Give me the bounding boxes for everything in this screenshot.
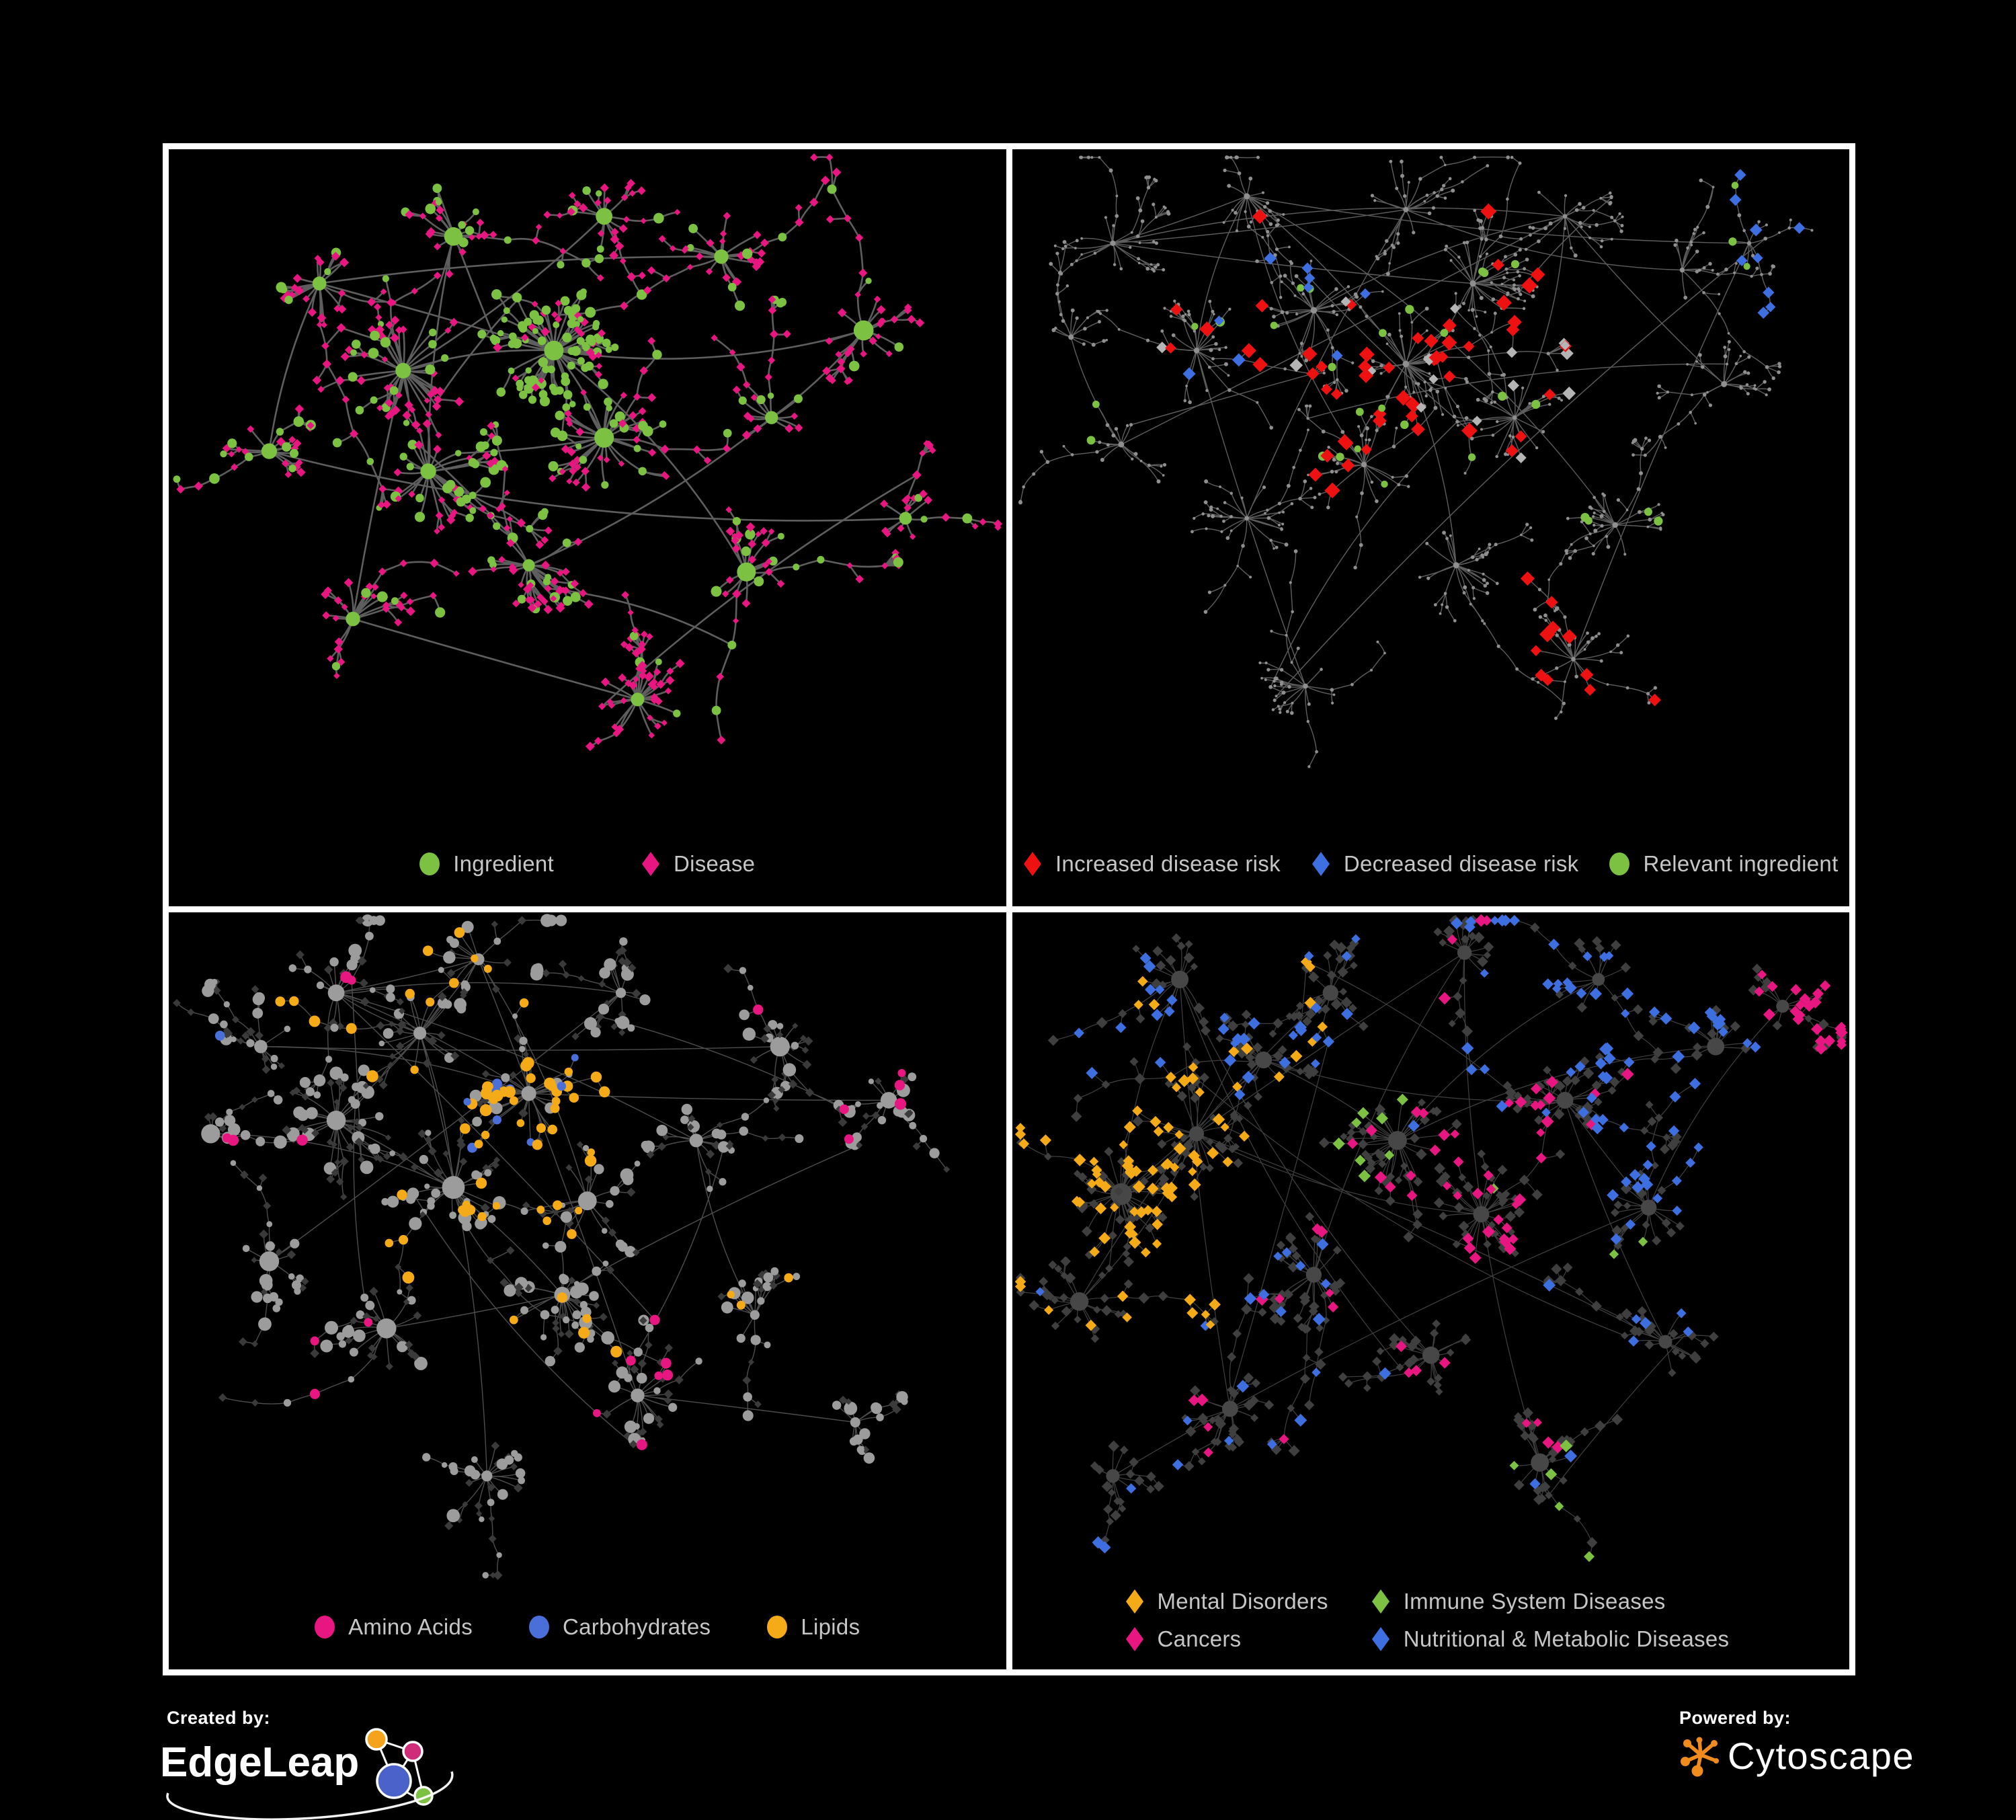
legend-item: Nutritional & Metabolic Diseases bbox=[1371, 1626, 1730, 1652]
edgeleap-logo-icon bbox=[365, 1728, 434, 1806]
legend-label: Lipids bbox=[801, 1614, 860, 1639]
circle-marker-icon bbox=[1609, 853, 1630, 875]
legend-item: Disease bbox=[641, 851, 755, 877]
circle-marker-icon bbox=[315, 1616, 335, 1638]
diamond-marker-icon bbox=[1125, 1626, 1144, 1652]
cytoscape-logo-icon bbox=[1681, 1737, 1719, 1776]
legend-disease-classes: Mental Disorders Immune System Diseases Ca… bbox=[1125, 1589, 1730, 1652]
edgeleap-credit: Created by: EdgeLeap bbox=[160, 1708, 510, 1820]
legend-label: Immune System Diseases bbox=[1403, 1589, 1666, 1614]
panel-ingredient-disease: Ingredient Disease bbox=[169, 149, 1006, 906]
legend-disease-risk: Increased disease risk Decreased disease … bbox=[1012, 851, 1850, 877]
legend-item: Immune System Diseases bbox=[1371, 1589, 1730, 1614]
legend-item: Increased disease risk bbox=[1023, 851, 1281, 877]
legend-label: Nutritional & Metabolic Diseases bbox=[1403, 1626, 1730, 1651]
legend-label: Ingredient bbox=[453, 851, 554, 876]
legend-ingredient-classes: Amino Acids Carbohydrates Lipids bbox=[169, 1614, 1006, 1640]
legend-label: Decreased disease risk bbox=[1343, 851, 1579, 876]
diamond-marker-icon bbox=[1312, 851, 1330, 877]
legend-item: Carbohydrates bbox=[529, 1614, 711, 1640]
legend-item: Mental Disorders bbox=[1125, 1589, 1328, 1614]
legend-label: Cancers bbox=[1157, 1626, 1242, 1651]
legend-item: Decreased disease risk bbox=[1312, 851, 1579, 877]
network-ingredient-disease bbox=[173, 153, 1003, 752]
diamond-marker-icon bbox=[1023, 851, 1042, 877]
legend-ingredient-disease: Ingredient Disease bbox=[169, 851, 1006, 877]
legend-item: Lipids bbox=[767, 1614, 860, 1640]
diamond-marker-icon bbox=[1371, 1626, 1390, 1652]
diamond-marker-icon bbox=[641, 851, 660, 877]
panel-disease-classes: Mental Disorders Immune System Diseases Ca… bbox=[1012, 912, 1849, 1669]
legend-label: Amino Acids bbox=[348, 1614, 473, 1639]
legend-label: Carbohydrates bbox=[563, 1614, 711, 1639]
powered-by-label: Powered by: bbox=[1679, 1708, 1791, 1728]
circle-marker-icon bbox=[419, 853, 440, 875]
edgeleap-wordmark: EdgeLeap bbox=[160, 1739, 360, 1786]
legend-label: Increased disease risk bbox=[1055, 851, 1281, 876]
circle-marker-icon bbox=[529, 1616, 549, 1638]
created-by-label: Created by: bbox=[167, 1708, 271, 1728]
diamond-marker-icon bbox=[1125, 1589, 1144, 1614]
legend-label: Mental Disorders bbox=[1157, 1589, 1328, 1614]
legend-label: Relevant ingredient bbox=[1643, 851, 1839, 876]
panel-grid: Ingredient Disease Increased disease risk… bbox=[163, 143, 1855, 1675]
network-disease-risk bbox=[1018, 155, 1813, 768]
legend-item: Ingredient bbox=[419, 851, 554, 877]
legend-item: Cancers bbox=[1125, 1626, 1328, 1652]
legend-item: Relevant ingredient bbox=[1609, 851, 1838, 877]
diamond-marker-icon bbox=[1371, 1589, 1390, 1614]
network-disease-classes bbox=[1014, 914, 1848, 1562]
cytoscape-wordmark: Cytoscape bbox=[1728, 1735, 1915, 1777]
network-ingredient-classes bbox=[173, 914, 951, 1580]
panel-ingredient-classes: Amino Acids Carbohydrates Lipids bbox=[169, 912, 1006, 1669]
cytoscape-credit: Powered by: bbox=[1679, 1708, 1988, 1802]
legend-item: Amino Acids bbox=[315, 1614, 473, 1640]
circle-marker-icon bbox=[767, 1616, 788, 1638]
legend-label: Disease bbox=[673, 851, 756, 876]
panel-disease-risk: Increased disease risk Decreased disease … bbox=[1012, 149, 1850, 906]
